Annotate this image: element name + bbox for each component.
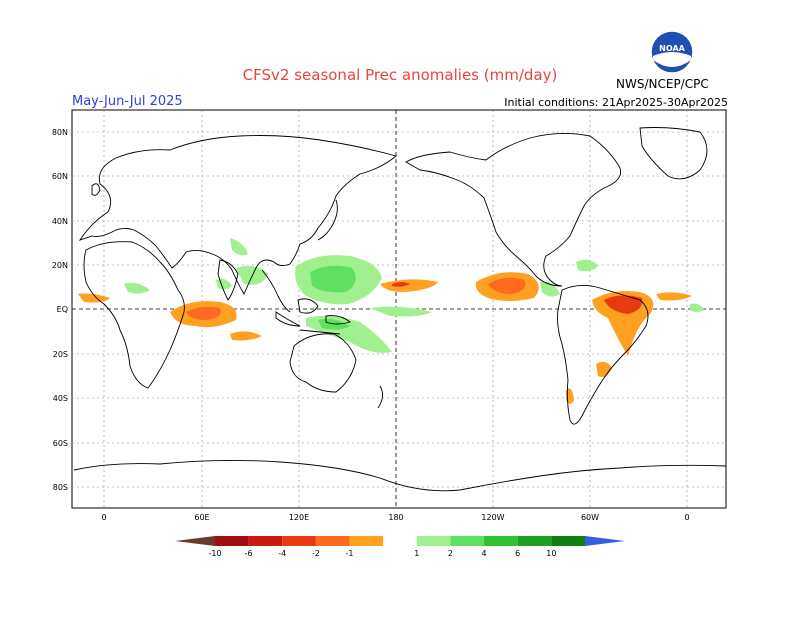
legend-swatch: [551, 536, 585, 546]
color-legend: -10 -6 -4 -2 -1 1 2 4 6 10: [175, 536, 625, 558]
legend-tick-label: 6: [515, 549, 520, 558]
lat-label: EQ: [57, 305, 68, 314]
dry-anomaly-amazon-core: [604, 295, 643, 314]
dry-anomaly-east-pacific-core: [488, 277, 526, 294]
legend-tick-label: 2: [448, 549, 453, 558]
dry-anomaly-patagonia: [566, 388, 574, 404]
legend-swatch: [315, 536, 350, 546]
wet-anomaly-pacific-band: [370, 306, 432, 317]
legend-swatch: [349, 536, 384, 546]
legend-tick-label: -4: [278, 549, 286, 558]
lat-label: 40S: [53, 394, 68, 403]
logo-text: NOAA: [659, 44, 685, 53]
legend-swatch: [585, 536, 625, 546]
legend-swatch: [383, 536, 417, 546]
lon-label: 180: [388, 513, 403, 522]
lat-label: 20S: [53, 350, 68, 359]
precip-anomaly-shading: [78, 238, 704, 404]
legend-swatch: [282, 536, 316, 546]
legend-swatch: [450, 536, 485, 546]
map-gridlines: [72, 110, 726, 508]
dry-anomaly-equatorial-africa-core: [186, 306, 221, 320]
legend-tick-label: -1: [346, 549, 354, 558]
wet-anomaly-india: [230, 238, 248, 256]
legend-tick-label: -6: [245, 549, 253, 558]
lon-label: 60W: [581, 513, 599, 522]
legend-tick-label: 1: [414, 549, 419, 558]
lat-label: 40N: [52, 217, 68, 226]
lon-labels: 0 60E 120E 180 120W 60W 0: [101, 513, 689, 522]
lat-label: 60S: [53, 439, 68, 448]
legend-swatch: [175, 536, 215, 546]
lon-label: 0: [101, 513, 106, 522]
wet-anomaly-west-africa: [124, 282, 150, 294]
initial-conditions: Initial conditions: 21Apr2025-30Apr2025: [504, 96, 728, 109]
agency-label: NWS/NCEP/CPC: [616, 77, 709, 91]
legend-tick-label: 4: [482, 549, 487, 558]
legend-swatch: [248, 536, 283, 546]
lon-label: 0: [684, 513, 689, 522]
legend-swatch: [517, 536, 552, 546]
legend-swatch: [484, 536, 518, 546]
wet-anomaly-central-america: [540, 281, 560, 297]
wet-anomaly-south-atlantic: [690, 303, 704, 312]
lon-label: 120E: [289, 513, 309, 522]
dry-anomaly-central-pacific-core: [392, 282, 410, 287]
coastlines: [73, 127, 727, 492]
lon-label: 60E: [194, 513, 209, 522]
dry-anomaly-south-america: [596, 361, 612, 377]
dry-anomaly-central-pacific: [380, 279, 438, 292]
lat-label: 80S: [53, 483, 68, 492]
wet-anomaly-caribbean: [576, 259, 598, 272]
lat-label: 80N: [52, 128, 68, 137]
lat-label: 60N: [52, 172, 68, 181]
lat-labels: 80N 60N 40N 20N EQ 20S 40S 60S 80S: [52, 128, 68, 492]
map-title: CFSv2 seasonal Prec anomalies (mm/day): [242, 66, 558, 84]
wet-anomaly-west-pacific-core: [310, 265, 356, 293]
dry-anomaly-atlantic: [656, 292, 692, 301]
forecast-period: May-Jun-Jul 2025: [72, 94, 183, 109]
lon-label: 120W: [481, 513, 504, 522]
legend-tick-label: -2: [312, 549, 320, 558]
legend-swatch: [416, 536, 451, 546]
dry-anomaly-west-africa: [78, 293, 110, 303]
dry-anomaly-indian-ocean: [230, 331, 262, 341]
legend-swatch: [215, 536, 249, 546]
legend-tick-label: 10: [546, 549, 556, 558]
legend-tick-label: -10: [208, 549, 221, 558]
noaa-logo-icon: NOAA: [650, 30, 694, 74]
lat-label: 20N: [52, 261, 68, 270]
